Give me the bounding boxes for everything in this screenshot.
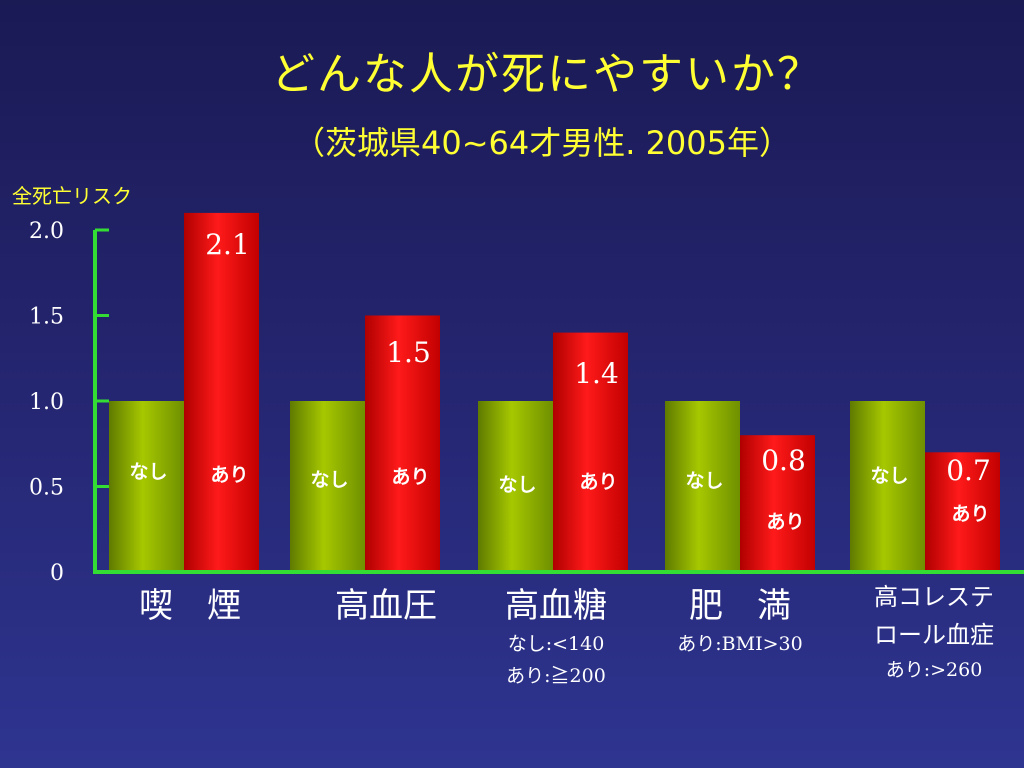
series-label-ari: あり (391, 466, 429, 488)
category-note: あり:>260 (885, 659, 983, 681)
series-label-nashi: なし (129, 461, 167, 483)
category-note: あり:≧200 (506, 665, 606, 687)
category-label-line: 喫 煙 (139, 586, 241, 626)
y-tick-label: 1.5 (29, 305, 64, 330)
bar-nashi (290, 401, 365, 572)
series-label-ari: あり (766, 511, 804, 533)
category-label-line: 肥 満 (689, 586, 791, 626)
y-tick-label: 1.0 (29, 390, 64, 415)
data-label: 2.1 (205, 228, 250, 261)
series-label-nashi: なし (870, 465, 908, 487)
category-label: 高血圧 (276, 584, 496, 628)
y-tick-label: 0.5 (29, 476, 64, 501)
y-axis-label: 全死亡リスク (12, 184, 132, 208)
chart-subtitle: （茨城県40~64才男性. 2005年） (292, 124, 792, 162)
data-label: 0.8 (761, 444, 806, 477)
series-label-ari: あり (210, 464, 248, 486)
bar-nashi (850, 401, 925, 572)
category-label-line: 高コレステ (874, 583, 994, 611)
category-label: 高コレステロール血症あり:>260 (824, 578, 1024, 686)
bar-ari (365, 315, 440, 572)
series-label-nashi: なし (498, 474, 536, 496)
bar-ari (925, 452, 1000, 572)
category-note: あり:BMI>30 (677, 633, 803, 655)
bar-ari (553, 332, 628, 572)
bar-nashi (478, 401, 553, 572)
y-tick-label: 2.0 (29, 219, 64, 244)
category-label-line: 高血糖 (505, 586, 607, 626)
category-label-line: 高血圧 (335, 586, 437, 626)
series-label-ari: あり (579, 471, 617, 493)
data-label: 1.4 (574, 357, 619, 390)
data-label: 1.5 (386, 336, 431, 369)
series-label-ari: あり (951, 503, 989, 525)
y-tick-label: 0 (50, 561, 64, 586)
series-label-nashi: なし (685, 470, 723, 492)
bar-ari (740, 435, 815, 572)
category-label-line: ロール血症 (874, 621, 994, 649)
chart-title: どんな人が死にやすいか？ (271, 49, 823, 100)
category-label: 喫 煙 (80, 584, 300, 628)
bar-nashi (665, 401, 740, 572)
category-note: なし:<140 (507, 633, 605, 655)
data-label: 0.7 (946, 454, 991, 487)
bar-ari (184, 212, 259, 572)
category-label: 高血糖なし:<140 あり:≧200 (446, 584, 666, 692)
bar-nashi (109, 401, 184, 572)
category-label: 肥 満あり:BMI>30 (630, 584, 850, 660)
series-label-nashi: なし (310, 469, 348, 491)
